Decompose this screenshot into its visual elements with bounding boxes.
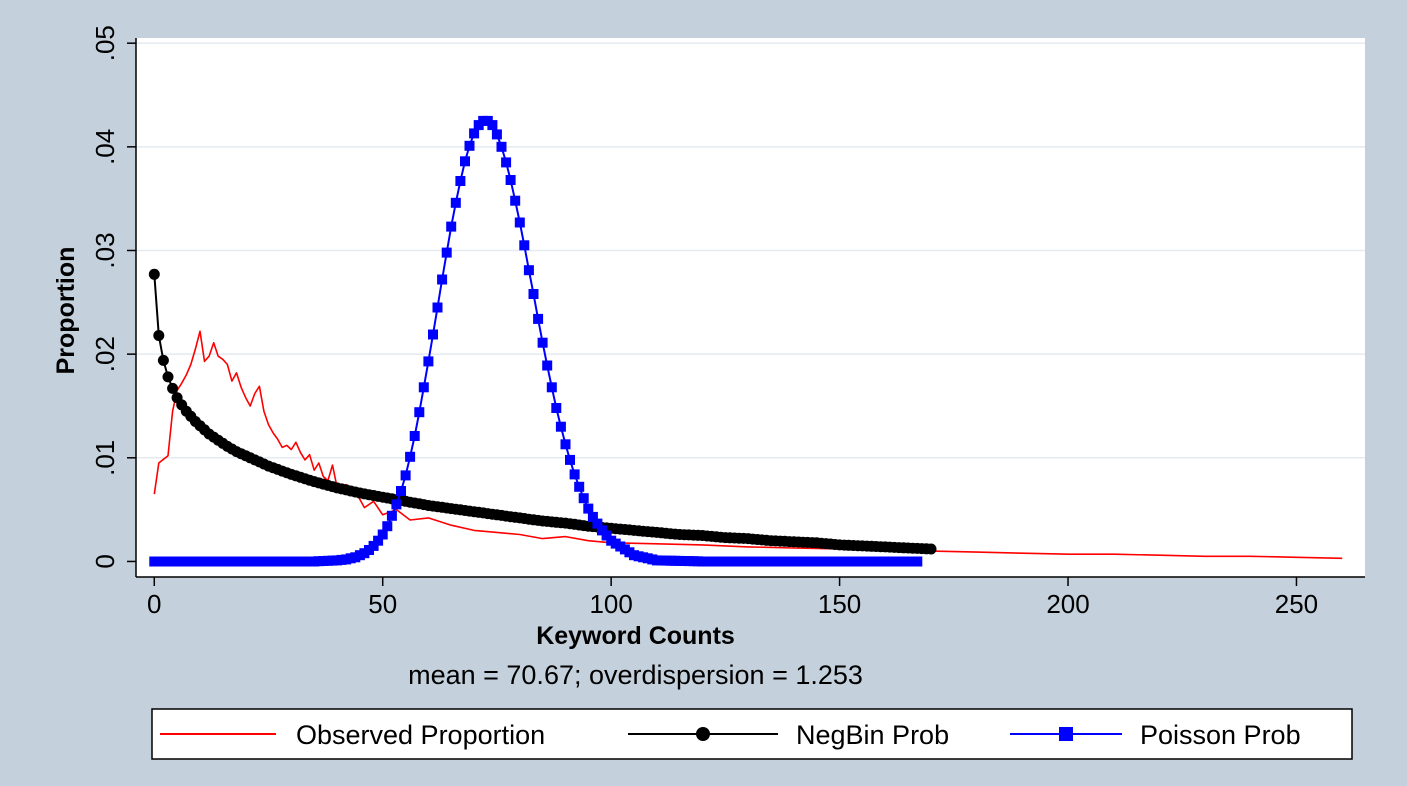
data-point xyxy=(377,529,388,540)
data-point xyxy=(441,247,452,258)
data-point xyxy=(162,371,174,383)
y-tick-label: .04 xyxy=(90,129,120,165)
x-axis-title: Keyword Counts xyxy=(536,622,735,650)
data-point xyxy=(491,129,502,140)
data-point xyxy=(396,486,406,496)
legend-item: Poisson Prob xyxy=(1010,720,1301,750)
data-point xyxy=(455,176,466,186)
data-point xyxy=(414,407,425,418)
x-tick-label: 150 xyxy=(818,589,861,619)
y-tick-label: .03 xyxy=(90,232,120,268)
data-point xyxy=(386,510,397,521)
data-point xyxy=(912,556,923,567)
legend-label: Observed Proportion xyxy=(296,720,545,750)
data-point xyxy=(469,128,480,139)
data-point xyxy=(437,274,448,285)
data-point xyxy=(560,439,571,450)
legend-label: Poisson Prob xyxy=(1140,720,1301,750)
legend-marker xyxy=(1059,727,1073,741)
data-point xyxy=(925,543,937,555)
y-tick-label: .02 xyxy=(90,336,120,372)
data-point xyxy=(514,217,525,228)
data-point xyxy=(555,421,566,432)
data-point xyxy=(432,302,443,313)
data-point xyxy=(373,535,384,546)
data-point xyxy=(423,356,434,367)
data-point xyxy=(510,195,521,206)
data-point xyxy=(496,141,507,152)
data-point xyxy=(167,382,179,394)
data-point xyxy=(409,431,420,441)
series-observed-proportion xyxy=(153,330,1343,560)
data-point xyxy=(505,175,516,185)
data-point xyxy=(569,469,580,480)
data-point xyxy=(382,521,393,532)
data-point xyxy=(519,240,530,251)
chart-note: mean = 70.67; overdispersion = 1.253 xyxy=(408,660,863,690)
legend-item: Observed Proportion xyxy=(160,720,545,750)
y-tick-label: .01 xyxy=(90,440,120,476)
data-point xyxy=(542,360,553,371)
data-point xyxy=(597,525,607,536)
x-tick-label: 100 xyxy=(589,589,632,619)
y-axis-title: Proportion xyxy=(52,247,80,375)
plot-area xyxy=(136,38,1365,577)
x-tick-label: 50 xyxy=(368,589,397,619)
data-point xyxy=(578,493,589,504)
data-point xyxy=(533,313,544,324)
x-tick-label: 200 xyxy=(1046,589,1089,619)
data-point xyxy=(400,470,411,481)
data-point xyxy=(368,540,379,551)
data-point xyxy=(551,403,562,413)
x-axis: 0 50 100 150 200 250 xyxy=(136,576,1365,619)
series-line xyxy=(153,330,1343,560)
series-layer xyxy=(148,115,1343,567)
data-point xyxy=(450,197,461,208)
data-point xyxy=(587,511,598,522)
data-point xyxy=(464,140,475,151)
y-tick-label: 0 xyxy=(90,554,120,568)
data-point xyxy=(592,518,603,529)
x-tick-label: 0 xyxy=(147,589,161,619)
data-point xyxy=(565,454,575,465)
data-point xyxy=(446,221,457,232)
legend-label: NegBin Prob xyxy=(796,720,949,750)
data-point xyxy=(528,289,539,299)
data-point xyxy=(418,382,429,393)
data-point xyxy=(148,268,160,280)
data-point xyxy=(405,451,416,462)
data-point xyxy=(460,156,470,167)
data-point xyxy=(601,530,612,541)
legend-marker xyxy=(696,727,710,741)
gridlines xyxy=(136,42,1365,459)
y-tick-label: .05 xyxy=(90,25,120,61)
data-point xyxy=(537,337,548,348)
series-poisson-prob xyxy=(149,115,923,567)
data-point xyxy=(583,503,594,514)
y-axis: 0 .01 .02 .03 .04 .05 xyxy=(90,25,137,577)
legend-item: NegBin Prob xyxy=(628,720,949,750)
data-point xyxy=(574,481,585,492)
data-point xyxy=(391,499,402,510)
legend: Observed Proportion NegBin Prob Poisson Pr… xyxy=(151,708,1353,760)
data-point xyxy=(501,157,512,168)
x-tick-label: 250 xyxy=(1275,589,1318,619)
data-point xyxy=(523,265,534,276)
data-point xyxy=(546,382,557,393)
data-point xyxy=(153,330,165,341)
data-point xyxy=(428,329,438,340)
data-point xyxy=(487,120,498,131)
data-point xyxy=(157,354,169,366)
